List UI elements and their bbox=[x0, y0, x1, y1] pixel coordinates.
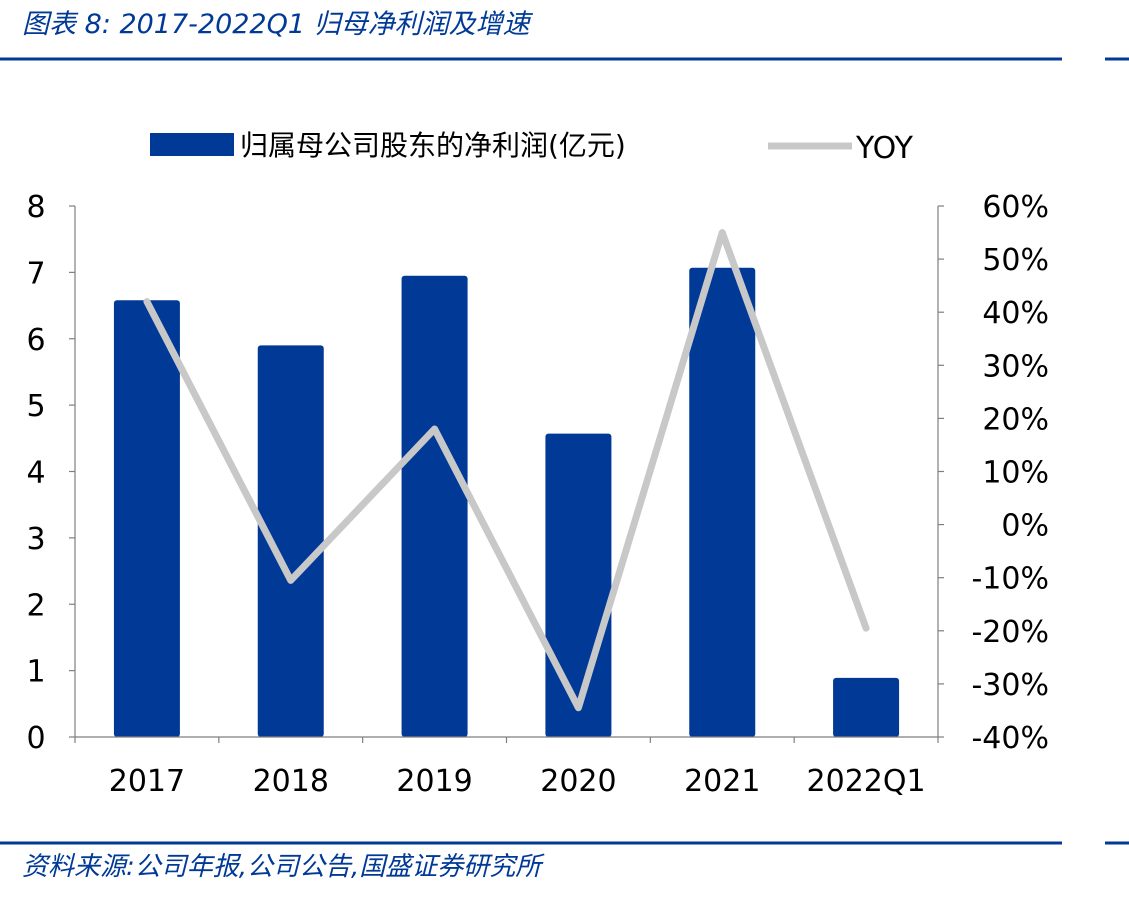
left-tick-label: 2 bbox=[26, 588, 45, 623]
right-tick-label: -20% bbox=[971, 615, 1049, 650]
legend-bar-label: 归属母公司股东的净利润(亿元) bbox=[240, 129, 626, 162]
category-label: 2018 bbox=[253, 764, 329, 799]
category-label: 2019 bbox=[396, 764, 472, 799]
axes-layer bbox=[69, 205, 944, 743]
bar-2019 bbox=[401, 275, 468, 737]
legend: 归属母公司股东的净利润(亿元) YOY bbox=[150, 129, 914, 166]
bar-2020 bbox=[545, 433, 612, 737]
yoy-point-2019 bbox=[433, 428, 436, 431]
yoy-line-layer bbox=[143, 229, 870, 712]
yoy-line bbox=[143, 229, 870, 712]
right-axis-tick-labels: -40% -30% -20% -10% 0% 10% 20% 30% 40% 50% 60% bbox=[971, 190, 1049, 756]
left-axis-tick-labels: 0 1 2 3 4 5 6 7 8 bbox=[26, 190, 45, 756]
left-tick-label: 6 bbox=[26, 323, 45, 358]
left-tick-label: 8 bbox=[26, 190, 45, 225]
right-tick-label: 30% bbox=[982, 349, 1049, 384]
left-tick-label: 3 bbox=[26, 522, 45, 557]
yoy-point-2020 bbox=[577, 706, 580, 709]
bar-2017 bbox=[113, 300, 180, 737]
yoy-point-2022Q1 bbox=[865, 627, 868, 630]
bars-layer bbox=[113, 267, 900, 737]
source-note: 资料来源:公司年报,公司公告,国盛证券研究所 bbox=[22, 852, 545, 882]
right-tick-label: 0% bbox=[1001, 509, 1049, 544]
right-tick-label: -10% bbox=[971, 562, 1049, 597]
legend-line-label: YOY bbox=[855, 131, 914, 166]
chart-title: 图表 8: 2017-2022Q1 归母净利润及增速 bbox=[22, 9, 534, 40]
category-label: 2022Q1 bbox=[807, 764, 926, 799]
yoy-point-2021 bbox=[721, 231, 724, 234]
left-tick-label: 7 bbox=[26, 256, 45, 291]
category-label: 2021 bbox=[684, 764, 760, 799]
yoy-point-2017 bbox=[145, 300, 148, 303]
category-axis-labels: 2017 2018 2019 2020 2021 2022Q1 bbox=[109, 764, 926, 799]
right-tick-label: 60% bbox=[982, 190, 1049, 225]
left-tick-label: 1 bbox=[26, 655, 45, 690]
legend-bar-swatch bbox=[150, 133, 234, 156]
right-tick-label: 50% bbox=[982, 243, 1049, 278]
bar-2021 bbox=[689, 267, 756, 737]
bar-2022Q1 bbox=[833, 677, 900, 737]
yoy-point-2018 bbox=[289, 579, 292, 582]
bar-2018 bbox=[257, 345, 324, 737]
right-tick-label: 10% bbox=[982, 456, 1049, 491]
right-tick-label: 20% bbox=[982, 402, 1049, 437]
right-tick-label: -40% bbox=[971, 721, 1049, 756]
left-tick-label: 4 bbox=[26, 456, 45, 491]
category-label: 2017 bbox=[109, 764, 185, 799]
left-tick-label: 5 bbox=[26, 389, 45, 424]
category-label: 2020 bbox=[540, 764, 616, 799]
left-tick-label: 0 bbox=[26, 721, 45, 756]
right-tick-label: 40% bbox=[982, 296, 1049, 331]
right-tick-label: -30% bbox=[971, 668, 1049, 703]
